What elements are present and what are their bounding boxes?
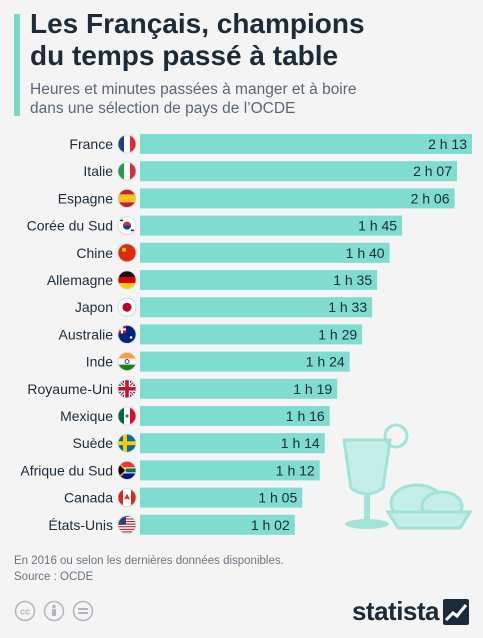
bar-value-label: 1 h 45 [358,218,397,234]
bar-chart: 2 h 13 France 2 h 07 Italie 2 h 06 Espagne 1 h… [20,134,473,535]
bar-13 [140,487,303,508]
bar-value-label: 1 h 40 [346,245,385,261]
subtitle-line-2: dans une sélection de pays de l’OCDE [30,100,296,117]
footnote-note: En 2016 ou selon les dernières données d… [14,555,284,567]
attribution-icon [43,600,65,622]
flag-sweden-icon [117,433,137,453]
bar-10 [140,406,330,426]
category-label: France [69,136,113,152]
flag-france-icon [117,134,137,154]
category-label: Allemagne [47,272,113,288]
bar-value-label: 2 h 07 [413,163,452,179]
subtitle-line-1: Heures et minutes passées à manger et à … [30,81,357,98]
category-label: Japon [75,299,113,315]
logo-text: statista [351,596,440,626]
glass-and-food-icon [342,423,473,530]
category-label: Afrique du Sud [20,462,113,478]
bar-value-label: 1 h 33 [328,299,367,315]
no-derivatives-icon [72,600,94,622]
bar-8 [140,351,350,372]
bar-value-label: 1 h 35 [333,272,372,288]
page-title: Les Français, champions du temps passé à… [30,8,470,72]
license-icons: cc [14,600,94,622]
bar-6 [140,297,373,318]
category-label: Inde [86,354,113,370]
flag-china-icon [117,243,137,263]
bar-11 [140,433,325,454]
flag-spain-icon [117,188,137,208]
bar-3 [140,215,403,236]
statista-logo[interactable]: statista [352,596,469,627]
bar-1 [140,161,458,182]
flag-germany-icon [117,270,137,290]
bar-value-label: 1 h 24 [306,354,345,370]
bar-value-label: 1 h 12 [276,462,315,478]
footnote: En 2016 ou selon les dernières données d… [14,553,284,585]
footnote-source: Source : OCDE [14,571,94,583]
bar-value-label: 1 h 05 [258,490,297,506]
flag-india-icon [117,352,137,372]
bar-value-label: 1 h 02 [251,517,290,533]
statista-logo-icon [443,598,469,625]
category-label: Royaume-Uni [27,381,113,397]
flag-uk-icon [117,379,137,399]
bar-value-label: 1 h 14 [281,435,320,451]
bar-7 [140,324,363,345]
bar-12 [140,460,320,481]
flag-south-africa-icon [117,460,137,480]
bar-value-label: 2 h 06 [411,190,450,206]
category-label: Italie [83,163,113,179]
category-label: Mexique [60,408,113,424]
flag-mexico-icon [117,406,137,426]
title-line-2: du temps passé à table [30,40,339,71]
bar-9 [140,378,338,399]
bar-14 [140,514,295,535]
category-label: Canada [64,490,113,506]
bar-0 [140,134,472,154]
cc-icon: cc [14,600,36,622]
svg-text:cc: cc [20,607,30,617]
category-label: Australie [59,326,114,342]
category-label: Suède [73,435,114,451]
category-label: États-Unis [48,517,113,533]
bar-value-label: 1 h 19 [293,381,332,397]
bar-2 [140,188,455,209]
category-label: Corée du Sud [27,218,113,234]
flag-south-korea-icon [117,216,137,236]
flag-japan-icon [117,297,137,317]
category-label: Chine [76,245,113,261]
category-label: Espagne [58,190,113,206]
title-line-1: Les Français, champions [30,8,365,39]
flag-australia-icon [117,324,137,344]
bar-5 [140,270,378,290]
title-accent-bar [14,14,20,116]
bar-value-label: 2 h 13 [428,136,467,152]
flag-usa-icon [117,515,137,535]
bar-value-label: 1 h 29 [318,326,357,342]
page-subtitle: Heures et minutes passées à manger et à … [30,80,470,118]
flag-canada-icon [117,488,137,508]
bar-value-label: 1 h 16 [286,408,325,424]
bar-4 [140,242,390,263]
flag-italy-icon [117,161,137,181]
